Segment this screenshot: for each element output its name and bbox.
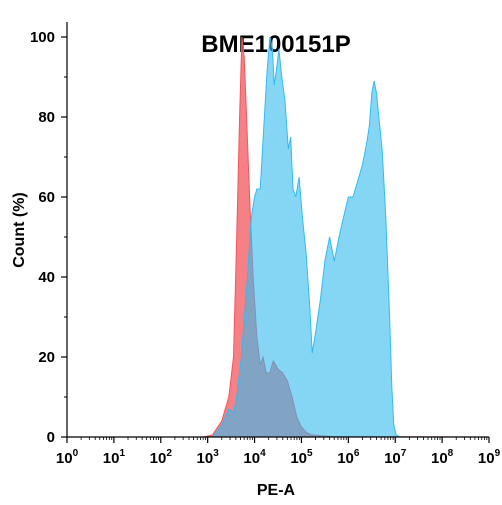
y-ticks: 0 20 40 60 80 100 [30, 29, 67, 446]
x-ticks: 100 101 102 103 104 105 106 107 108 109 [56, 437, 501, 467]
y-tick-label: 20 [38, 349, 55, 366]
x-tick-label: 109 [478, 448, 501, 467]
x-tick-label: 104 [243, 448, 266, 467]
plot-areas [67, 36, 490, 438]
x-tick-label: 108 [431, 448, 454, 467]
x-tick-label: 105 [290, 448, 313, 467]
x-tick-label: 107 [384, 448, 407, 467]
histogram-area-2 [67, 36, 489, 438]
chart-title: BME100151P [201, 31, 350, 58]
x-tick-label: 101 [103, 448, 126, 467]
x-tick-label: 100 [56, 448, 79, 467]
y-axis-label: Count (%) [11, 192, 28, 268]
x-axis-label: PE-A [257, 482, 296, 499]
x-tick-label: 103 [197, 448, 220, 467]
x-tick-label: 102 [150, 448, 173, 467]
y-tick-label: 100 [30, 29, 55, 46]
axes [66, 22, 489, 438]
y-tick-label: 40 [38, 269, 55, 286]
y-tick-label: 0 [47, 429, 55, 446]
y-tick-label: 60 [38, 189, 55, 206]
y-tick-label: 80 [38, 109, 55, 126]
x-tick-label: 106 [337, 448, 360, 467]
